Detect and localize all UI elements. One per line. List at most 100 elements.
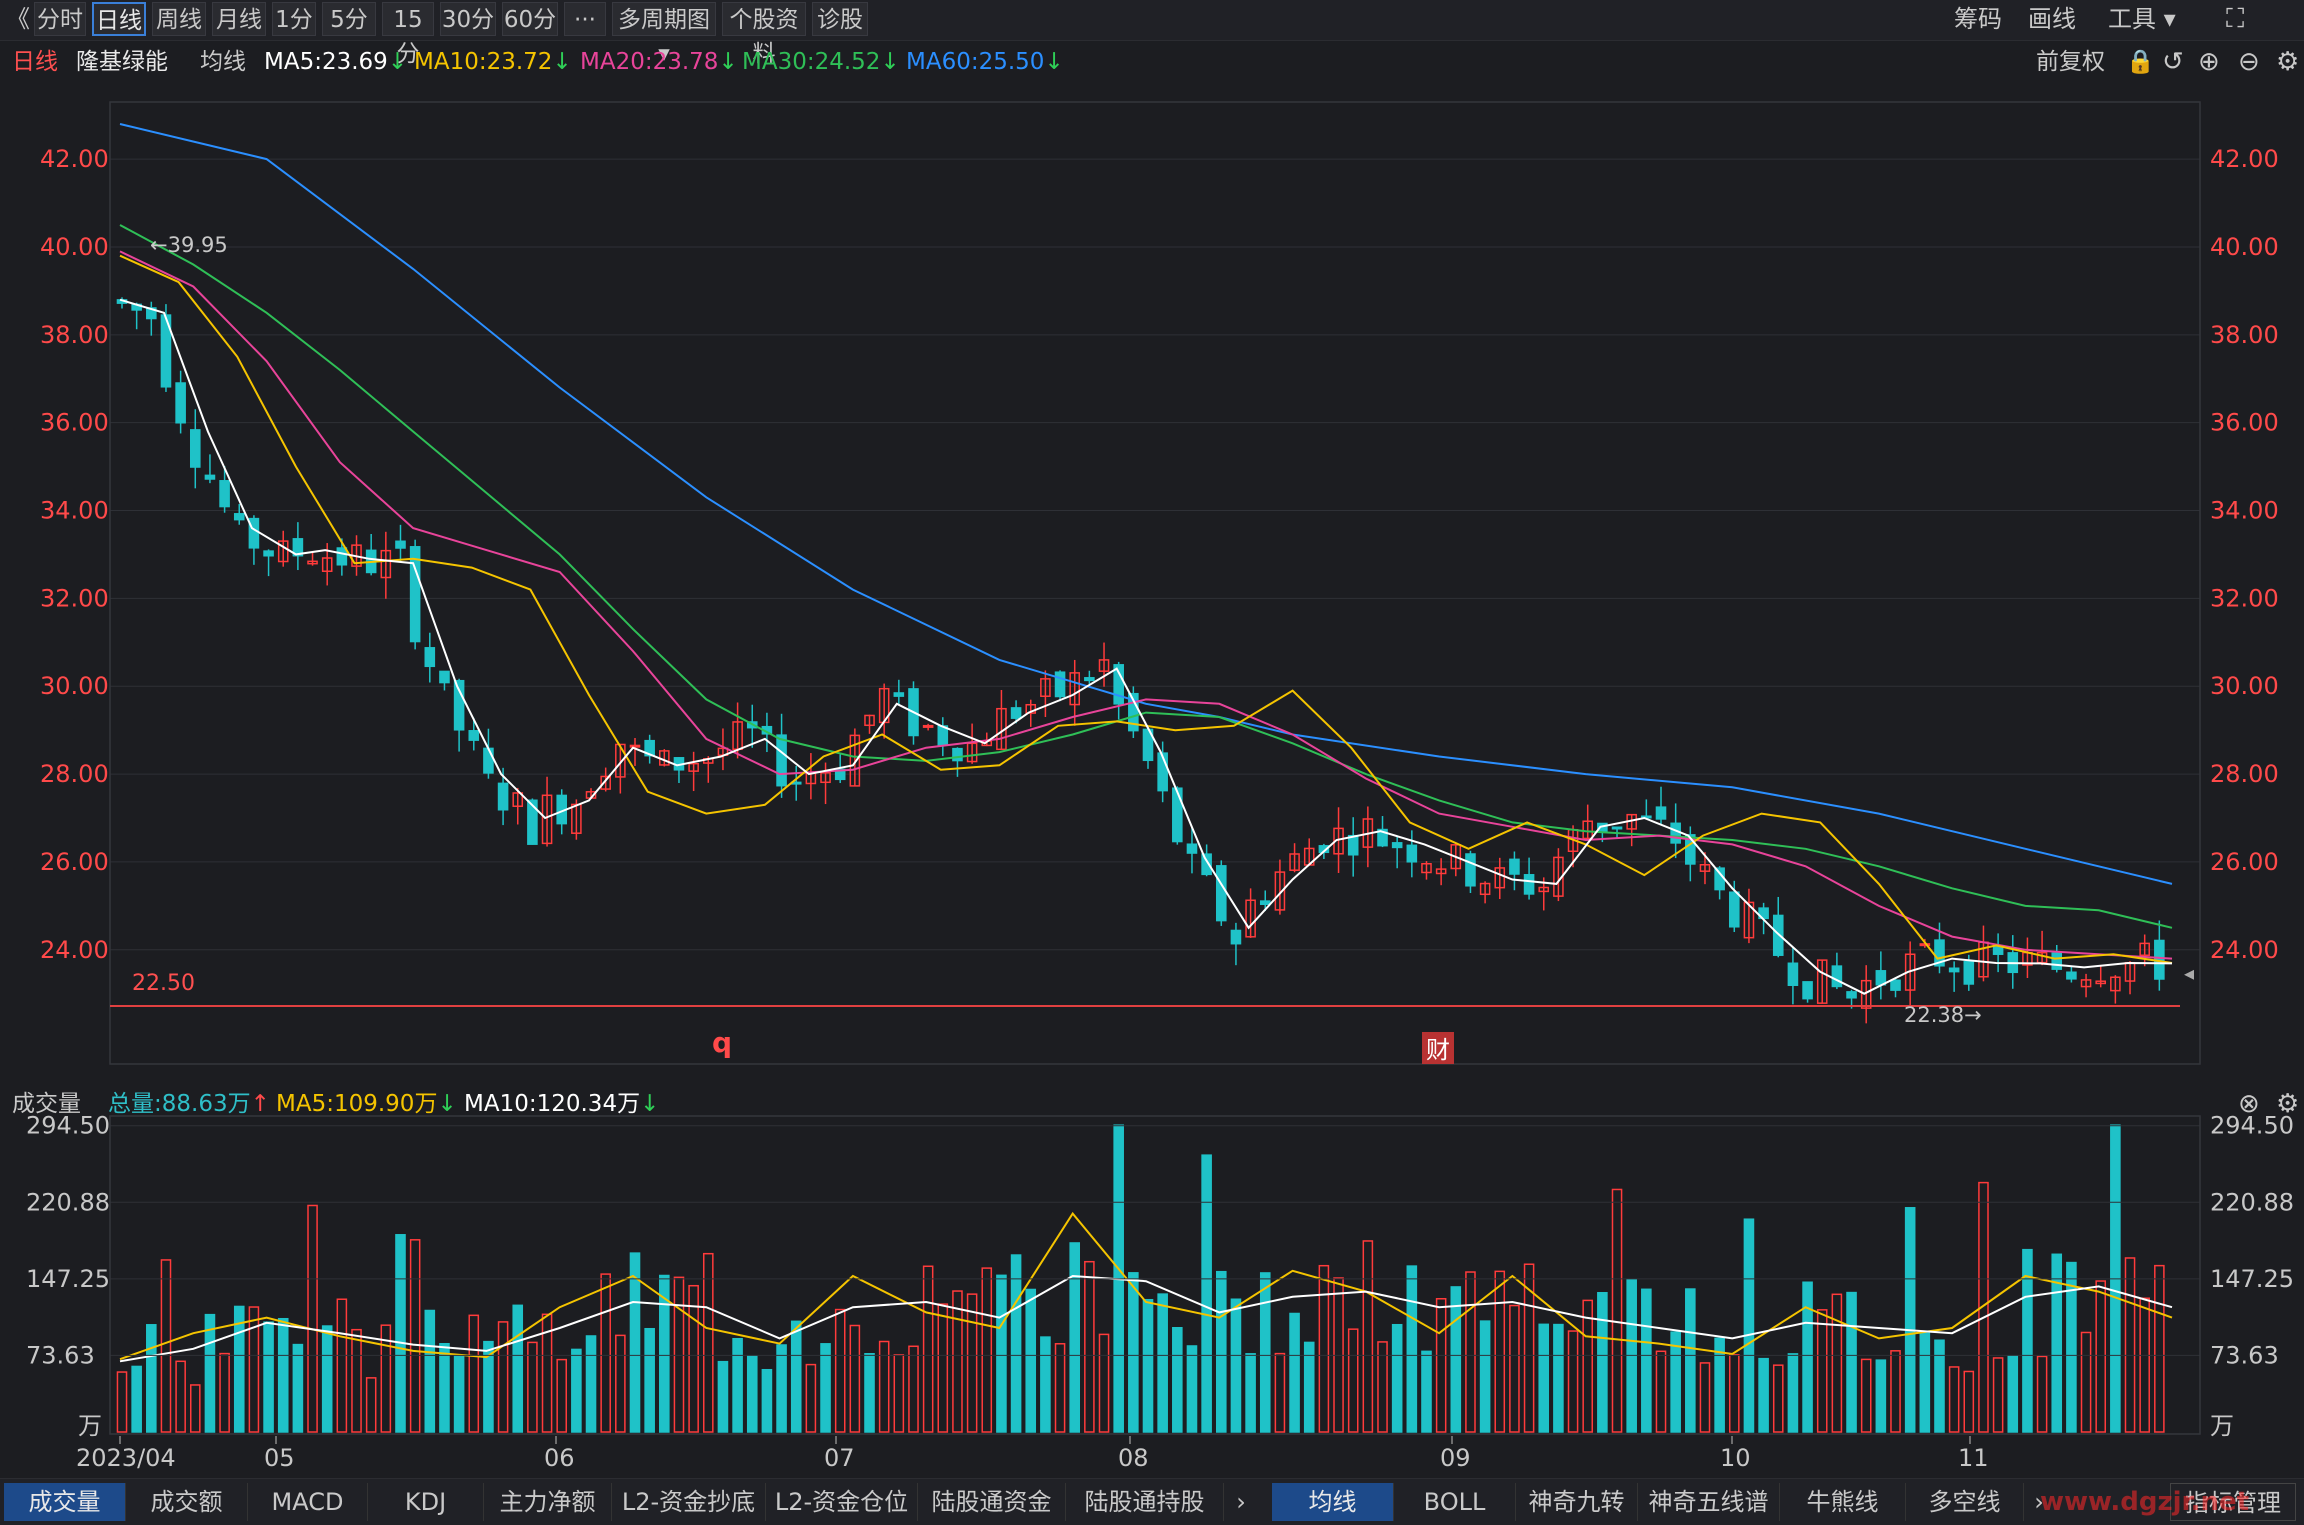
- down-arrow-icon: ↓: [552, 49, 572, 75]
- volume-bar: [937, 1303, 949, 1433]
- financial-report-marker[interactable]: 财: [1426, 1036, 1450, 1064]
- diagnosis-button[interactable]: 诊股: [812, 2, 868, 36]
- indicator-tab-4[interactable]: 主力净额: [484, 1483, 612, 1521]
- overlay-tab-5[interactable]: 多空线: [1906, 1483, 2024, 1521]
- settings-icon[interactable]: ⚙: [2276, 47, 2300, 77]
- candle-body: [2080, 979, 2092, 988]
- period-tab-4[interactable]: 1分: [272, 2, 316, 36]
- zoom-out-icon[interactable]: ⊖: [2238, 47, 2260, 77]
- indicator-tab-8[interactable]: 陆股通持股: [1066, 1483, 1224, 1521]
- x-tick-label: 2023/04: [76, 1444, 176, 1472]
- overlay-tab-0[interactable]: 均线: [1272, 1483, 1394, 1521]
- candle-body: [849, 734, 861, 787]
- candle-body: [219, 480, 230, 508]
- volume-bar: [1025, 1288, 1037, 1433]
- candle-body: [776, 734, 787, 787]
- ma-menu-label[interactable]: 均线: [200, 49, 246, 75]
- period-tab-7[interactable]: 30分: [440, 2, 496, 36]
- stock-info-button[interactable]: 个股资料: [722, 2, 806, 67]
- volume-bar: [2022, 1248, 2033, 1433]
- tools-button[interactable]: 工具 ▾: [2108, 2, 2176, 36]
- period-tab-0[interactable]: 分时: [34, 2, 86, 36]
- volume-bar: [1201, 1154, 1212, 1433]
- indicator-tab-1[interactable]: 成交额: [126, 1483, 248, 1521]
- volume-bar: [1919, 1332, 1931, 1433]
- indicator-tab-2[interactable]: MACD: [248, 1483, 368, 1521]
- indicator-manage-button[interactable]: 指标管理: [2170, 1483, 2296, 1521]
- volume-tick-left: 万: [78, 1412, 102, 1440]
- volume-bar: [483, 1340, 494, 1433]
- candle-body: [1860, 979, 1872, 1009]
- candle-body: [1611, 826, 1623, 830]
- volume-bar: [893, 1354, 905, 1433]
- volume-legend: 成交量 总量:88.63万↑ MA5:109.90万↓ MA10:120.34万…: [0, 1086, 2304, 1119]
- candle-body: [600, 775, 611, 790]
- candle-body: [1040, 678, 1051, 697]
- draw-line-button[interactable]: 画线: [2028, 5, 2076, 33]
- overlay-tab-4[interactable]: 牛熊线: [1780, 1483, 1906, 1521]
- overlay-tab-2[interactable]: 神奇九转: [1516, 1483, 1638, 1521]
- candle-body: [1802, 981, 1813, 1000]
- scroll-right-icon[interactable]: ›: [2034, 1488, 2044, 1516]
- candle-body: [2051, 952, 2063, 970]
- volume-tick-left: 147.25: [26, 1265, 110, 1293]
- candle-body: [820, 772, 831, 784]
- chips-button[interactable]: 筹码: [1954, 5, 2002, 33]
- volume-bar: [1816, 1309, 1828, 1433]
- overlay-tab-1[interactable]: BOLL: [1394, 1483, 1516, 1521]
- multi-period-button[interactable]: 多周期图 ▾: [612, 2, 716, 67]
- indicator-tab-7[interactable]: 陆股通资金: [918, 1483, 1066, 1521]
- ma-line-ma10: [119, 254, 2173, 964]
- price-tick-right: 32.00: [2210, 584, 2279, 612]
- volume-bar: [380, 1324, 392, 1433]
- indicator-tab-6[interactable]: L2-资金仓位: [766, 1483, 918, 1521]
- candle-body: [1128, 692, 1139, 732]
- candle-body: [1289, 853, 1300, 871]
- candle-body: [864, 714, 875, 727]
- ma-line-ma5: [119, 298, 2173, 995]
- collapse-sidebar-icon[interactable]: 《: [6, 5, 30, 33]
- period-tab-2[interactable]: 周线: [152, 2, 206, 36]
- indicator-tab-3[interactable]: KDJ: [368, 1483, 484, 1521]
- price-tick-left: 26.00: [40, 848, 109, 876]
- lock-icon[interactable]: 🔒: [2126, 49, 2155, 75]
- period-tab-8[interactable]: 60分: [502, 2, 558, 36]
- volume-bar: [1230, 1298, 1242, 1433]
- price-tick-left: 40.00: [40, 233, 109, 261]
- volume-bar: [1860, 1358, 1872, 1433]
- candle-body: [512, 792, 524, 807]
- ma5-value: MA5:23.69↓: [264, 49, 408, 75]
- indicator-tab-5[interactable]: L2-资金抄底: [612, 1483, 766, 1521]
- volume-bar: [1714, 1337, 1725, 1433]
- more-periods-button[interactable]: ···: [564, 2, 606, 36]
- indicator-tab-0[interactable]: 成交量: [4, 1483, 126, 1521]
- scroll-right-icon[interactable]: ›: [1236, 1488, 1246, 1516]
- volume-bar: [1758, 1357, 1769, 1433]
- volume-bar: [1846, 1291, 1857, 1433]
- close-panel-icon[interactable]: ⊗: [2238, 1089, 2260, 1119]
- volume-bar: [1465, 1271, 1476, 1433]
- volume-bar: [673, 1276, 685, 1433]
- candle-body: [204, 474, 216, 480]
- period-tab-5[interactable]: 5分: [322, 2, 376, 36]
- period-tab-6[interactable]: 15分: [382, 2, 434, 67]
- volume-bar: [1347, 1328, 1359, 1433]
- x-tick-label: 11: [1958, 1444, 1989, 1472]
- candle-body: [248, 517, 260, 549]
- volume-bar: [365, 1377, 377, 1433]
- volume-bar: [849, 1324, 861, 1433]
- settings-icon[interactable]: ⚙: [2276, 1089, 2300, 1119]
- period-tab-3[interactable]: 月线: [212, 2, 266, 36]
- candle-body: [1728, 891, 1740, 928]
- period-tab-1[interactable]: 日线: [92, 2, 146, 36]
- volume-bar: [1215, 1270, 1227, 1433]
- zoom-in-icon[interactable]: ⊕: [2198, 47, 2220, 77]
- adjust-mode-button[interactable]: 前复权: [2036, 49, 2105, 75]
- reset-icon[interactable]: ↺: [2162, 47, 2184, 77]
- financial-report-marker-bg[interactable]: [1422, 1032, 1454, 1064]
- event-marker-q[interactable]: q: [712, 1026, 732, 1059]
- overlay-tab-3[interactable]: 神奇五线谱: [1638, 1483, 1780, 1521]
- volume-bar: [1010, 1254, 1022, 1433]
- fullscreen-icon[interactable]: ⛶: [2226, 4, 2245, 34]
